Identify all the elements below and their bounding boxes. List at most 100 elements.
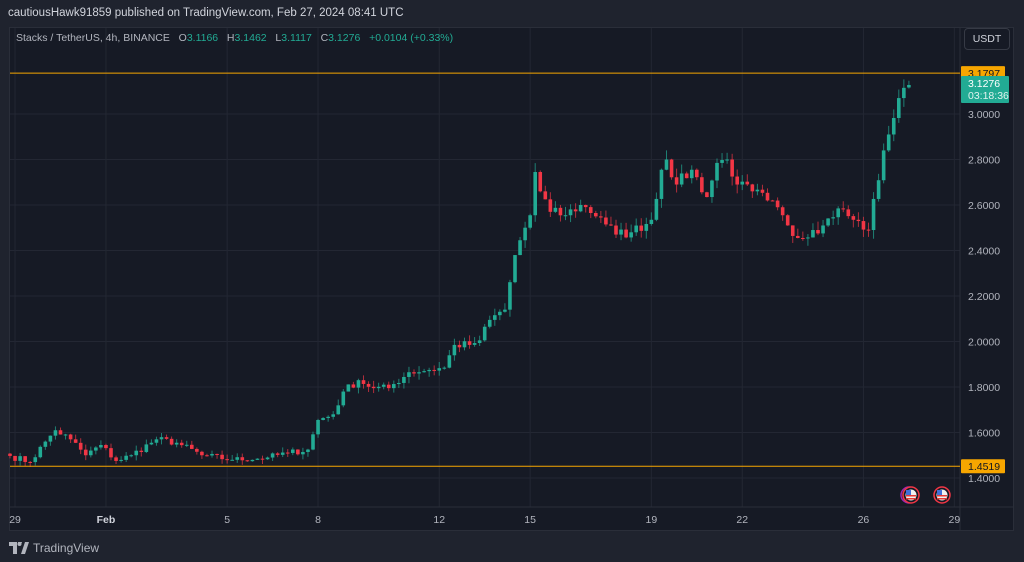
price-tick-label: 1.4000	[968, 473, 1000, 485]
candle	[184, 440, 189, 448]
candle-body	[361, 380, 366, 384]
candle	[770, 199, 775, 202]
us-event-flag-icon[interactable]	[933, 486, 951, 504]
close-label: C	[320, 32, 329, 44]
flag-stripe	[906, 498, 916, 500]
candle-body	[53, 430, 58, 436]
tradingview-logo-icon	[9, 542, 29, 554]
candle	[477, 335, 482, 346]
candle	[139, 447, 144, 457]
candle-body	[538, 172, 543, 192]
candle	[508, 279, 512, 317]
candle-body	[412, 372, 416, 374]
candle-body	[119, 459, 123, 461]
candle	[846, 205, 851, 219]
candle	[78, 438, 83, 455]
candle	[235, 453, 240, 463]
candle	[386, 381, 391, 392]
candle	[790, 225, 795, 243]
candle	[48, 435, 53, 446]
tradingview-logo-text: TradingView	[33, 541, 100, 555]
candle	[371, 380, 376, 394]
candle	[735, 169, 739, 194]
candle	[705, 191, 709, 198]
candle	[836, 206, 840, 225]
candle-body	[124, 455, 128, 460]
candle-body	[508, 282, 512, 310]
symbol-name: Stacks / TetherUS, 4h, BINANCE	[16, 32, 170, 44]
candle	[568, 204, 573, 223]
candle-body	[139, 450, 144, 452]
low-label: L	[275, 32, 282, 44]
candle	[902, 79, 906, 107]
flag-stripe	[906, 495, 916, 497]
price-tick-label: 2.2000	[968, 291, 1000, 303]
candle-body	[745, 181, 750, 185]
candle-body	[664, 159, 669, 170]
candle-body	[397, 382, 401, 385]
candle	[351, 381, 356, 389]
candle-body	[841, 208, 846, 210]
candle	[275, 452, 280, 458]
candle	[538, 170, 543, 193]
candle-body	[588, 207, 593, 214]
candle-body	[215, 453, 219, 455]
candle	[467, 335, 472, 349]
candle-body	[190, 444, 194, 449]
candle	[866, 222, 871, 237]
candle	[114, 455, 118, 465]
candle-body	[341, 391, 346, 406]
candle	[134, 445, 139, 461]
candle-body	[553, 207, 558, 212]
candle-body	[99, 445, 103, 448]
candle-body	[689, 169, 694, 179]
candle	[493, 308, 497, 326]
candle-body	[144, 444, 149, 452]
candle-body	[184, 444, 189, 446]
candle-body	[129, 455, 133, 457]
candle	[442, 366, 447, 370]
candle-body	[432, 369, 436, 371]
candle	[326, 415, 330, 422]
candle-body	[609, 224, 613, 226]
candle-body	[523, 227, 527, 241]
candle-body	[796, 235, 800, 238]
candle	[321, 417, 325, 421]
candle-body	[644, 223, 649, 231]
candle-body	[291, 449, 295, 453]
candle	[594, 210, 598, 219]
candle-body	[311, 434, 315, 450]
candle-body	[270, 453, 275, 458]
us-event-flag-icon[interactable]	[900, 486, 920, 504]
candle	[301, 447, 305, 460]
candle	[381, 382, 386, 390]
candle-body	[735, 176, 739, 185]
candle-body	[275, 453, 280, 455]
candle-body	[250, 459, 255, 462]
candle	[83, 444, 88, 461]
candle-body	[624, 229, 628, 238]
candle-body	[679, 173, 684, 185]
candle-body	[790, 225, 795, 236]
candle-body	[381, 384, 386, 387]
candle-body	[856, 219, 861, 222]
candle-body	[452, 344, 457, 356]
candle-body	[392, 384, 396, 389]
candle	[427, 367, 431, 377]
tradingview-logo[interactable]: TradingView	[9, 541, 99, 555]
candle	[265, 456, 270, 460]
candle-body	[614, 225, 618, 235]
candle	[715, 158, 719, 189]
candle-body	[68, 434, 73, 440]
candle-body	[154, 439, 159, 443]
low-value: 3.1117	[281, 32, 312, 44]
candle	[503, 303, 507, 313]
candle-body	[801, 237, 805, 239]
candle	[341, 389, 346, 408]
candle-body	[629, 232, 633, 238]
candle-body	[326, 416, 330, 419]
candle	[124, 452, 128, 463]
currency-button[interactable]: USDT	[964, 28, 1010, 50]
flag-canton	[937, 490, 942, 495]
